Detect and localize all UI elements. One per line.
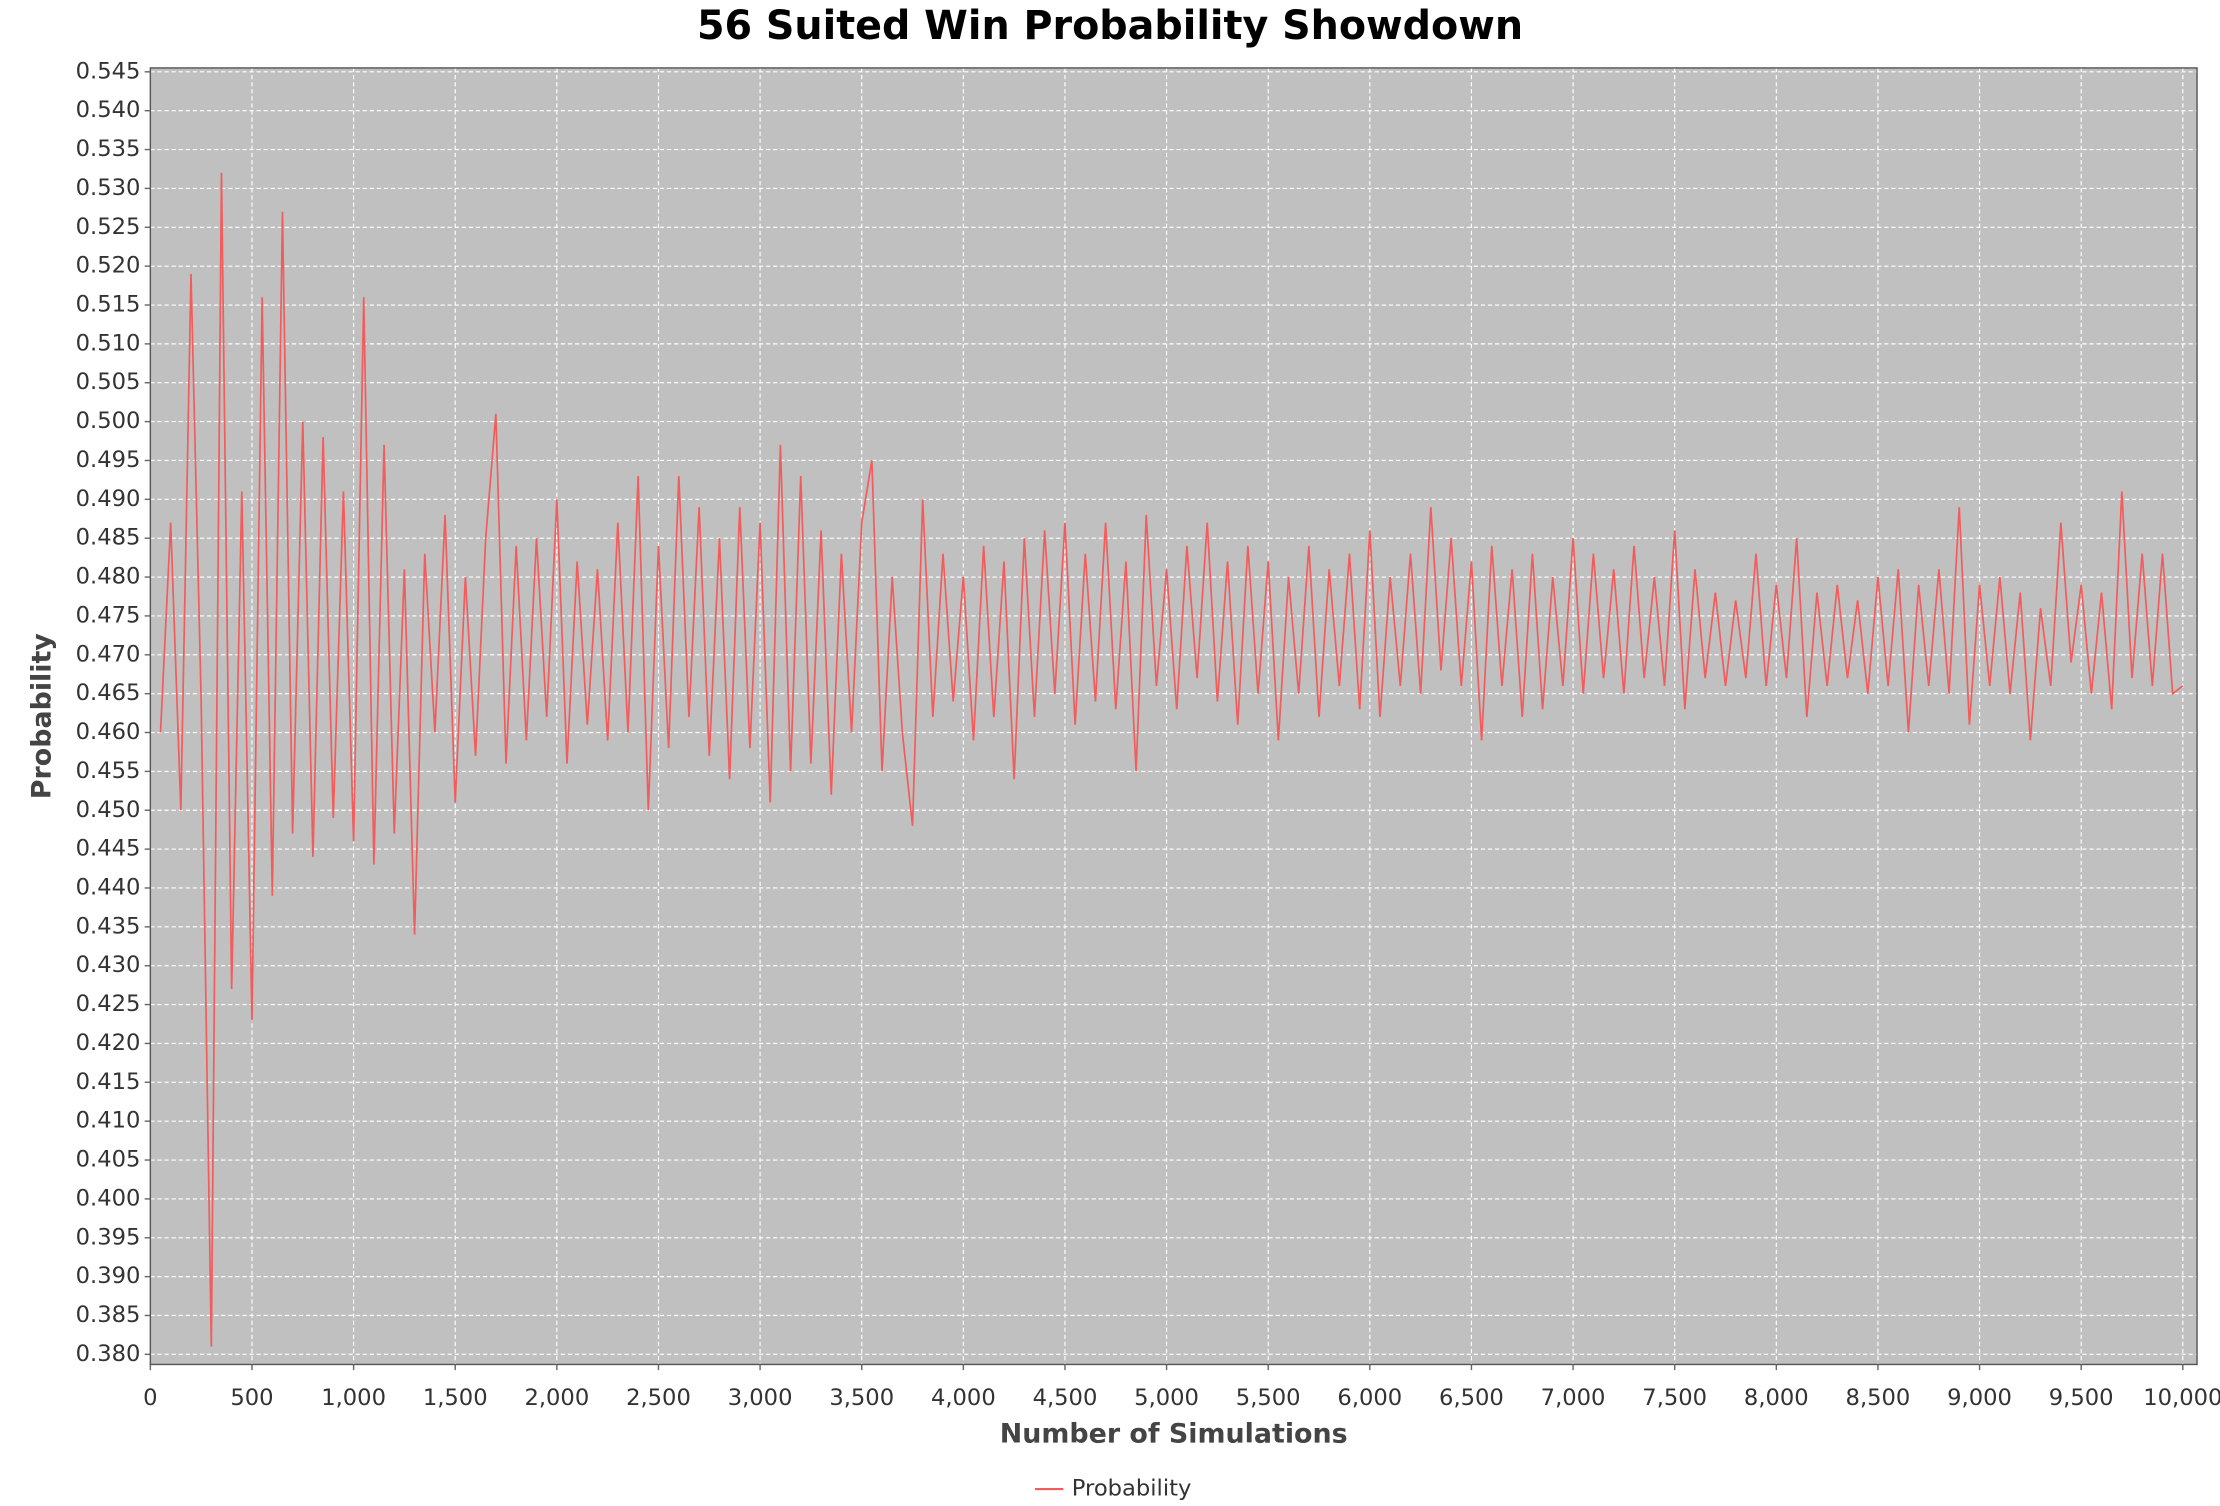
y-tick-label: 0.405: [76, 1147, 141, 1173]
x-tick-label: 3,500: [829, 1385, 894, 1411]
y-tick-label: 0.505: [76, 369, 141, 395]
plot-border: [149, 67, 2198, 1366]
y-tick-label: 0.490: [76, 486, 141, 512]
x-tick-label: 8,000: [1744, 1385, 1809, 1411]
y-tick-label: 0.410: [76, 1108, 141, 1134]
x-tick-label: 8,500: [1846, 1385, 1911, 1411]
x-tick-label: 4,500: [1033, 1385, 1098, 1411]
x-tick-label: 1,000: [321, 1385, 386, 1411]
chart-title: 56 Suited Win Probability Showdown: [697, 3, 1523, 49]
x-tick-label: 5,500: [1236, 1385, 1301, 1411]
y-axis-label: Probability: [26, 633, 57, 800]
x-tick-label: 7,500: [1642, 1385, 1707, 1411]
x-tick-label: 0: [143, 1385, 157, 1411]
y-tick-label: 0.425: [76, 991, 141, 1017]
y-tick-label: 0.390: [76, 1263, 141, 1289]
y-tick-label: 0.545: [76, 58, 141, 84]
y-tick-label: 0.520: [76, 253, 141, 279]
y-tick-label: 0.500: [76, 408, 141, 434]
x-tick-label: 6,000: [1337, 1385, 1402, 1411]
y-tick-label: 0.445: [76, 836, 141, 862]
y-tick-label: 0.540: [76, 97, 141, 123]
x-tick-label: 500: [230, 1385, 273, 1411]
x-tick-label: 1,500: [423, 1385, 488, 1411]
x-tick-label: 7,000: [1541, 1385, 1606, 1411]
x-tick-label: 9,000: [1947, 1385, 2012, 1411]
legend-label: Probability: [1072, 1476, 1192, 1502]
y-tick-label: 0.395: [76, 1224, 141, 1250]
y-tick-label: 0.435: [76, 913, 141, 939]
x-tick-label: 2,500: [626, 1385, 691, 1411]
x-axis-label: Number of Simulations: [1000, 1419, 1348, 1450]
y-tick-label: 0.480: [76, 564, 141, 590]
y-tick-label: 0.485: [76, 525, 141, 551]
y-tick-label: 0.450: [76, 797, 141, 823]
y-tick-label: 0.465: [76, 680, 141, 706]
y-tick-label: 0.415: [76, 1069, 141, 1095]
y-tick-label: 0.430: [76, 952, 141, 978]
x-tick-label: 3,000: [728, 1385, 793, 1411]
y-tick-label: 0.535: [76, 136, 141, 162]
y-tick-label: 0.400: [76, 1185, 141, 1211]
y-tick-label: 0.475: [76, 602, 141, 628]
y-tick-label: 0.510: [76, 330, 141, 356]
data-line: [159, 172, 2184, 1347]
plot-area: [150, 67, 2198, 1365]
x-tick-label: 6,500: [1439, 1385, 1504, 1411]
x-tick-label: 4,000: [931, 1385, 996, 1411]
y-tick-label: 0.530: [76, 175, 141, 201]
y-tick-label: 0.495: [76, 447, 141, 473]
x-tick-label: 9,500: [2049, 1385, 2114, 1411]
y-tick-label: 0.380: [76, 1341, 141, 1367]
x-tick-label: 5,000: [1134, 1385, 1199, 1411]
x-tick-label: 10,000: [2143, 1385, 2220, 1411]
x-tick-label: 2,000: [524, 1385, 589, 1411]
y-tick-label: 0.515: [76, 292, 141, 318]
y-tick-label: 0.460: [76, 719, 141, 745]
y-tick-label: 0.525: [76, 214, 141, 240]
y-tick-label: 0.385: [76, 1302, 141, 1328]
y-tick-label: 0.440: [76, 874, 141, 900]
y-tick-label: 0.470: [76, 641, 141, 667]
y-tick-label: 0.455: [76, 758, 141, 784]
y-tick-label: 0.420: [76, 1030, 141, 1056]
